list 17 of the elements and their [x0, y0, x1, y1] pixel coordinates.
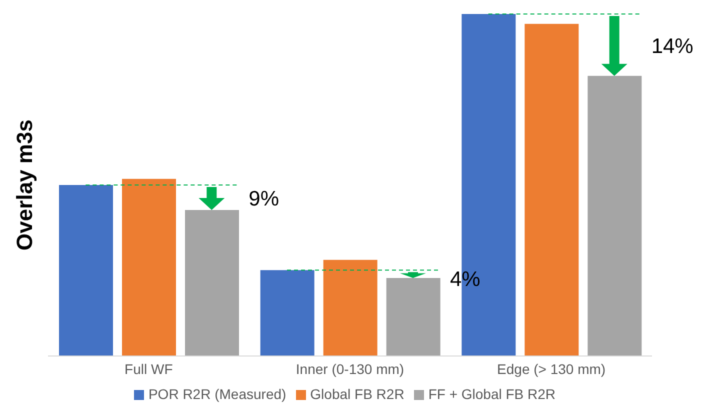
x-tick-label: Edge (> 130 mm) [497, 360, 606, 377]
legend-label: Global FB R2R [310, 386, 404, 402]
bar [524, 24, 579, 356]
x-tick-label: Full WF [124, 360, 173, 377]
bar [122, 178, 176, 356]
bar [323, 260, 378, 356]
annotation: 9% [248, 187, 280, 210]
legend-label: FF + Global FB R2R [428, 386, 556, 402]
bar [185, 210, 239, 356]
bar [260, 270, 314, 356]
bar [588, 76, 642, 356]
annotation: 14% [651, 34, 694, 58]
x-tick-label: Inner (0-130 mm) [296, 360, 404, 377]
bar [59, 185, 113, 356]
y-axis-title: Overlay m3s [12, 120, 37, 250]
legend-label: POR R2R (Measured) [148, 386, 286, 402]
bar [386, 278, 440, 356]
